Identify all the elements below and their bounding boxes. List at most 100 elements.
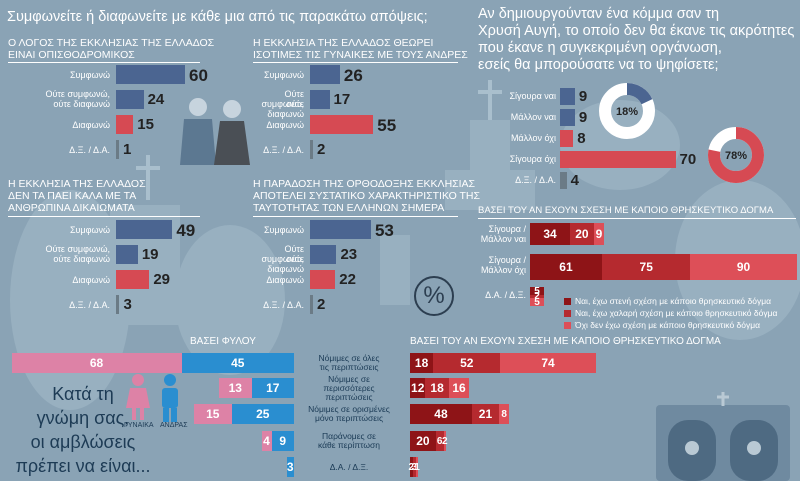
category-label: ούτε διαφωνώ (53, 99, 110, 109)
donut-chart-no: 78% (708, 127, 764, 183)
legend-swatch (564, 321, 571, 329)
men-segment: 9 (271, 431, 294, 451)
bar (116, 270, 150, 289)
category-label: Δ.Ξ. / Δ.Α. (69, 300, 110, 310)
center-label: μόνο περιπτώσεις (314, 413, 384, 423)
stacked-segment: 2 (530, 291, 544, 302)
bar-value: 60 (189, 66, 208, 85)
bar-value: 24 (147, 91, 165, 108)
bar (310, 220, 371, 239)
abortion-question-line: γνώμη σας, (36, 408, 130, 428)
bar (560, 172, 567, 189)
panel-title-line: Η ΕΚΚΛΗΣΙΑ ΤΗΣ ΕΛΛΑΔΟΣ ΘΕΩΡΕΙ (253, 37, 434, 49)
stacked-segment: 48 (410, 404, 472, 424)
panel-underline (253, 62, 458, 63)
stacked-segment: 74 (500, 353, 596, 373)
donut-segment (599, 83, 655, 139)
gender-icons (126, 374, 178, 422)
donut-segment (708, 127, 764, 183)
women-segment: 13 (219, 378, 252, 398)
people-illustration (180, 98, 250, 165)
bar-value: 70 (679, 151, 697, 168)
bar (116, 90, 144, 109)
legend-item: Ναι, έχω χαλαρή σχέση με κάποιο θρησκευτ… (564, 307, 777, 319)
category-label: Συμφωνώ (263, 70, 304, 80)
center-label: κάθε περίπτωση (317, 440, 381, 450)
stacked-segment: 18 (425, 378, 449, 398)
bar-value: 26 (343, 66, 363, 85)
stacked-segment: 3 (412, 457, 417, 477)
category-label: Μάλλον ναι (480, 234, 526, 244)
stacked-segment: 12 (410, 378, 426, 398)
section-subtitle: ΒΑΣΕΙ ΤΟΥ ΑΝ ΕΧΟΥΝ ΣΧΕΣΗ ΜΕ ΚΑΠΟΙΟ ΘΡΗΣΚ… (410, 336, 721, 347)
panel-underline (253, 216, 458, 217)
stacked-segment: 90 (690, 254, 797, 280)
bar-value: 17 (333, 91, 351, 108)
donut-label: 18% (616, 106, 638, 118)
category-label: Ούτε συμφωνώ, (261, 244, 304, 264)
panel-title-line: ΕΙΝΑΙ ΟΠΙΣΘΟΔΡΟΜΙΚΟΣ (8, 49, 135, 61)
man-label: ΑΝΔΡΑΣ (160, 422, 188, 429)
bar (310, 140, 313, 159)
category-label: Ούτε συμφωνώ, (45, 89, 110, 99)
bar (116, 245, 138, 264)
bar-value: 2 (317, 296, 326, 313)
category-label: Δ.Α. / Δ.Ξ. (485, 290, 526, 300)
woman-icon (126, 374, 150, 420)
legend-swatch (564, 309, 571, 317)
legend-item: Ναι, έχω στενή σχέση με κάποιο θρησκευτι… (564, 295, 777, 307)
bar-value: 1 (123, 141, 132, 158)
category-label: Διαφωνώ (266, 120, 304, 130)
category-label: Συμφωνώ (69, 70, 110, 80)
men-segment: 45 (181, 353, 294, 373)
panel-title: Η ΕΚΚΛΗΣΙΑ ΤΗΣ ΕΛΛΑΔΟΣ ΔΕΝ ΤΑ ΠΑΕΙ ΚΑΛΑ … (8, 178, 146, 214)
category-label: Ούτε συμφωνώ, (45, 244, 110, 254)
abortion-question-line: πρέπει να είναι... (15, 456, 151, 476)
bar-value: 3 (123, 296, 132, 313)
stacked-segment: 6 (435, 431, 444, 451)
center-label: Νόμιμες σε ορισμένες (308, 404, 390, 414)
bar (560, 151, 676, 168)
stacked-segment: 18 (410, 353, 434, 373)
panel-title-line: ΔΕΝ ΤΑ ΠΑΕΙ ΚΑΛΑ ΜΕ ΤΑ (8, 190, 137, 202)
woman-label: ΓΥΝΑΙΚΑ (124, 422, 154, 429)
stacked-segment: 8 (499, 404, 510, 424)
stacked-segment: 20 (570, 223, 594, 245)
legend: Ναι, έχω στενή σχέση με κάποιο θρησκευτι… (564, 295, 777, 331)
bar (310, 115, 374, 134)
men-segment: 3 (286, 457, 294, 477)
abortion-question-line: Κατά τη (52, 384, 114, 404)
category-label: Σίγουρα ναι (509, 91, 556, 101)
category-label: Δ.Ξ. / Δ.Α. (263, 145, 304, 155)
women-segment: 68 (11, 353, 182, 373)
women-segment: 4 (261, 431, 272, 451)
category-label: Διαφωνώ (266, 275, 304, 285)
bar-value: 49 (176, 221, 196, 240)
bar-value: 53 (374, 221, 394, 240)
center-label: Νόμιμες σε (328, 373, 370, 384)
category-label: Σίγουρα / (488, 255, 526, 265)
category-label: ούτε διαφωνώ (53, 254, 110, 264)
stacked-segment: 61 (530, 254, 602, 280)
stacked-segment: 2 (409, 457, 414, 477)
section-underline (478, 218, 796, 219)
bar (116, 115, 134, 134)
section-subtitle: ΒΑΣΕΙ ΤΟΥ ΑΝ ΕΧΟΥΝ ΣΧΕΣΗ ΜΕ ΚΑΠΟΙΟ ΘΡΗΣΚ… (478, 205, 774, 216)
bar-value: 4 (570, 172, 579, 189)
center-label: Νόμιμες σε όλες (318, 353, 380, 363)
bar-value: 9 (578, 109, 588, 126)
bar-value: 55 (377, 116, 397, 135)
bar (560, 109, 575, 126)
bar-value: 29 (153, 271, 171, 288)
category-label: Μάλλον όχι (480, 265, 526, 275)
panel-underline (8, 62, 200, 63)
bar (310, 245, 337, 264)
section-subtitle: ΒΑΣΕΙ ΦΥΛΟΥ (190, 336, 256, 347)
category-label: Διαφωνώ (72, 275, 110, 285)
panel-title-line: ΤΑΥΤΟΤΗΤΑΣ ΤΩΝ ΕΛΛΗΝΩΝ ΣΗΜΕΡΑ (253, 202, 445, 214)
bar (310, 295, 313, 314)
abortion-question: Κατά τη γνώμη σας, οι αμβλώσεις πρέπει ν… (8, 382, 158, 478)
bar-value: 22 (339, 271, 356, 288)
men-segment: 25 (231, 404, 294, 424)
